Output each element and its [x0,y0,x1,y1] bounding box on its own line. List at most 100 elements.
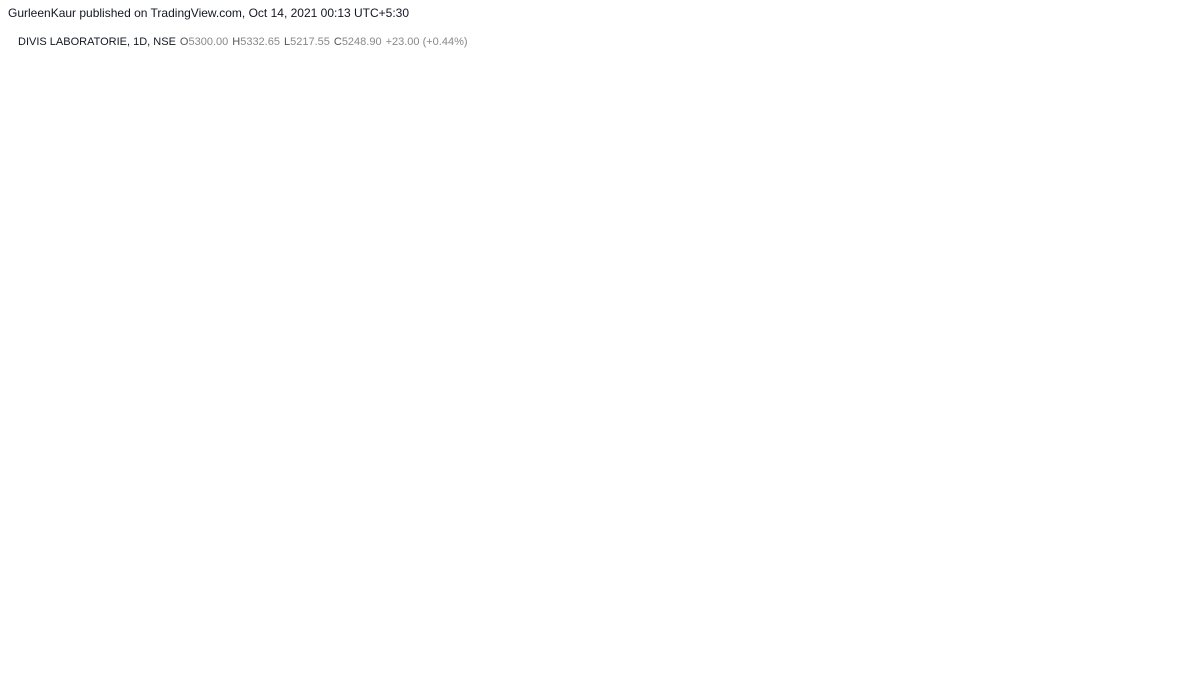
candle-body [519,231,526,236]
candle-body [306,423,313,454]
ohlc-letter: L [283,36,291,48]
volume-bar [347,588,353,610]
volume-bar [487,584,493,610]
ohlc-value: 5217.55 [290,36,330,48]
candle-body [740,157,747,165]
volume-bar [610,592,616,610]
event-label: E [197,595,204,606]
volume-bar [208,581,214,610]
candle-body [855,160,862,196]
volume-bar [69,588,74,610]
volume-bar [372,577,378,610]
candle-body [363,409,370,425]
volume-bar [618,590,624,610]
volume-bar [888,579,894,610]
volume-bar [126,585,132,610]
candle-body [707,174,714,193]
volume-bar [175,585,181,610]
candle-body [355,423,362,436]
volume-bar [642,592,648,610]
candle-body [437,332,444,351]
ohlc-letter: H [232,36,241,48]
event-label: E [1091,595,1098,606]
volume-bar [151,592,156,610]
volume-bar [28,579,33,610]
candle-body [453,326,460,336]
volume-bar [806,588,812,610]
candle-body [27,529,34,545]
candle-body [757,160,764,208]
event-label: E [597,595,604,606]
candle-body [248,439,255,445]
volume-bar [364,584,370,610]
candle-body [240,437,247,445]
candle-body [806,177,813,185]
volume-bar [897,581,902,610]
candle-body [314,443,321,454]
volume-bar [380,581,386,610]
y-tick-label: 3800.00 [1132,561,1172,573]
candle-body [781,183,788,208]
x-tick-label: 15 [472,620,484,632]
volume-bar [667,588,673,610]
candle-body [289,394,296,419]
volume-bar [749,588,755,610]
candle-body [183,477,190,488]
volume-bar [946,586,952,610]
candle-body [798,183,805,190]
y-tick-label: 5600.00 [1132,46,1172,58]
volume-bar [446,590,452,610]
volume-bar [314,572,320,610]
x-tick-label: 16 [811,620,823,632]
candle-body [462,320,468,328]
volume-bar [118,581,124,610]
volume-bar [921,577,927,610]
candle-body [19,543,26,565]
volume-bar [798,586,804,610]
candle-body [134,495,141,499]
candle-body [175,475,182,485]
volume-bar [585,570,591,610]
legend: DIVIS LABORATORIE, 1D, NSE O5300.00 H533… [18,36,468,48]
candle-body [43,489,50,539]
y-tick-label: 4200.00 [1132,447,1172,459]
volume-bar [298,592,304,610]
volume-bar [36,581,42,610]
volume-bar [224,588,230,610]
currency: INR [1147,35,1166,47]
candle-body [568,217,575,233]
candle-body [666,263,673,285]
candle-body [216,443,223,451]
volume-bar [462,586,468,610]
volume-bar [634,591,640,610]
volume-bar [429,591,435,610]
candle-body [191,480,198,487]
candle-body [166,483,173,497]
volume-bar [167,587,173,610]
candle-body [125,480,132,499]
volume-bar [733,579,738,610]
candle-body [535,240,542,268]
volume-bar [815,581,820,610]
volume-bar [790,584,796,610]
volume-bar [52,567,58,610]
volume-bar [232,590,238,610]
volume-bar [839,584,845,610]
volume-bar [962,581,968,610]
volume-bar [626,593,632,610]
candle-body [658,271,665,285]
candle-body [642,254,649,259]
event-marker [591,590,609,608]
last-price-box [1123,144,1183,161]
volume-bar [110,553,115,610]
candle-body [207,447,214,454]
volume-bar [273,577,279,610]
candle-body [429,349,436,362]
volume-bar [241,587,247,610]
volume-bar [905,584,911,610]
ohlc: O5300.00 [180,36,228,48]
candle-body [863,194,870,242]
volume-bar [495,588,501,610]
volume-bar [101,577,107,610]
candle-body [470,280,477,322]
